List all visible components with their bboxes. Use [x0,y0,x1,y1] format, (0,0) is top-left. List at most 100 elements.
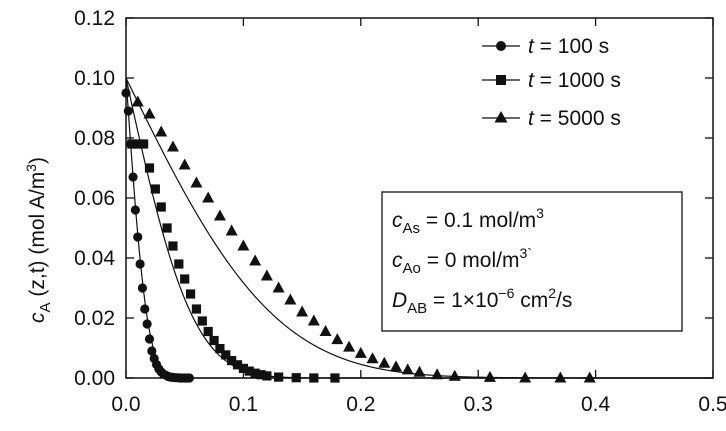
data-point-triangle [519,371,532,383]
data-point-circle [142,319,152,329]
axis-ticks: 0.0 0.1 0.2 0.3 0.4 0.5 0.00 0.02 0.04 0.06 0.08 0.… [74,7,726,416]
data-point-square [168,241,178,251]
data-point-square [274,372,284,382]
legend-item-t100: t = 100 s [482,35,609,58]
x-tick-label: 0.0 [111,393,140,416]
triangle-marker-icon [494,111,508,123]
data-point-triangle [284,293,297,305]
y-axis-title: cA (z,t) (mol A/m3) [23,157,54,323]
x-tick-label: 0.4 [581,393,611,416]
data-point-square [309,373,319,383]
legend-label-t100: t = 100 s [528,35,609,58]
legend-label-t5000: t = 5000 s [528,107,621,130]
param-cAo: cAo = 0 mol/m3` [392,245,532,277]
data-point-triangle [390,360,403,372]
x-tick-label: 0.3 [464,393,493,416]
y-tick-label: 0.08 [74,127,115,150]
data-point-triangle [483,370,496,382]
data-point-triangle [307,314,320,326]
data-point-square [221,350,231,360]
data-point-square [203,326,213,337]
data-point-triangle [249,254,262,266]
data-point-triangle [366,352,379,364]
y-tick-label: 0.00 [74,367,115,390]
param-DAB: DAB = 1×10−6 cm2/s [392,285,572,317]
data-point-square [144,163,155,173]
data-point-triangle [190,176,203,188]
data-point-square [174,259,184,269]
data-point-circle [137,283,148,293]
data-point-triangle [448,369,461,381]
data-point-triangle [202,191,215,203]
y-tick-label: 0.04 [74,247,115,270]
data-point-triangle [296,305,309,317]
legend: t = 100 s t = 1000 s t = 5000 s [482,35,621,130]
data-point-square [330,373,340,383]
data-point-triangle [131,95,144,107]
data-point-circle [123,106,133,116]
data-point-triangle [354,346,367,358]
legend-label-t1000: t = 1000 s [528,69,621,92]
data-point-triangle [225,224,238,236]
data-point-triangle [260,269,273,281]
y-tick-label: 0.10 [74,67,115,90]
y-tick-label: 0.12 [74,7,115,30]
data-point-circle [147,346,157,356]
data-point-circle [133,232,143,242]
data-point-square [291,373,301,383]
data-point-circle [121,88,131,98]
param-cAs: cAs = 0.1 mol/m3 [392,205,544,237]
data-point-square [197,316,207,326]
legend-item-t1000: t = 1000 s [482,69,621,92]
data-point-square [191,304,202,314]
parameter-box: cAs = 0.1 mol/m3 cAo = 0 mol/m3` DAB = 1… [381,191,683,332]
data-point-triangle [166,140,179,152]
data-point-square [185,289,196,299]
data-point-triangle [143,107,156,119]
data-point-square [209,335,219,346]
x-tick-label: 0.2 [346,393,375,416]
data-point-triangle [237,239,250,251]
x-tick-label: 0.5 [698,393,726,416]
y-tick-label: 0.02 [74,307,115,330]
data-point-circle [130,205,140,215]
data-point-triangle [431,368,444,380]
data-point-triangle [343,340,356,352]
data-point-square [139,139,149,149]
x-tick-label: 0.1 [229,393,258,416]
legend-item-t5000: t = 5000 s [482,107,621,130]
data-point-triangle [213,209,226,221]
data-markers [121,88,596,383]
y-tick-label: 0.06 [74,187,115,210]
data-point-triangle [155,125,168,137]
data-point-circle [184,373,194,383]
data-point-triangle [178,158,191,170]
data-point-square [256,370,266,380]
data-point-square [244,366,254,376]
data-point-triangle [331,333,344,345]
data-point-square [180,274,190,284]
data-point-square [262,371,272,381]
data-point-circle [135,259,145,269]
data-point-circle [128,172,138,182]
data-point-square [156,202,166,212]
data-point-circle [144,334,155,344]
data-point-square [250,368,260,378]
data-point-square [238,363,248,373]
data-point-triangle [272,281,285,293]
data-point-triangle [583,371,596,383]
data-point-triangle [413,365,426,377]
data-point-triangle [554,371,567,383]
data-point-square [150,184,160,194]
data-point-triangle [319,325,332,336]
data-point-triangle [378,356,391,368]
data-point-triangle [401,363,414,375]
circle-marker-icon [496,41,506,51]
data-point-square [215,344,225,354]
data-point-square [162,223,172,233]
square-marker-icon [496,75,506,85]
data-point-square [232,360,243,370]
data-point-square [227,356,237,366]
data-point-square [133,139,143,149]
